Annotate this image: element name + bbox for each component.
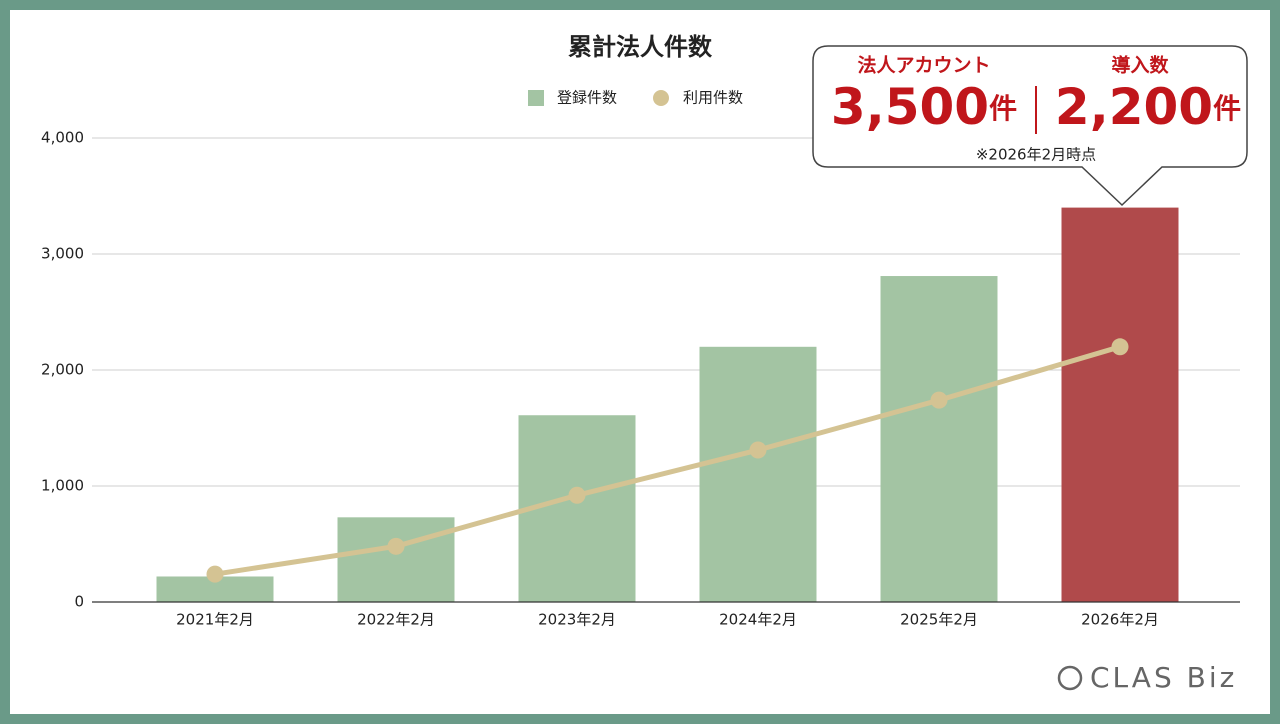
plot: 0 1,000 2,000 3,000 4,000 2021年2月 2022年2月 2023年… xyxy=(41,129,1240,629)
callout-value: 3,500件 xyxy=(831,78,1017,136)
bar xyxy=(699,346,817,602)
y-tick-label: 4,000 xyxy=(41,129,84,147)
bar xyxy=(1061,207,1179,602)
y-tick-label: 1,000 xyxy=(41,477,84,495)
legend-swatch xyxy=(528,90,544,106)
brand-icon xyxy=(1057,665,1083,691)
y-tick-label: 0 xyxy=(74,593,84,611)
x-tick-label: 2023年2月 xyxy=(538,611,616,629)
line-point xyxy=(206,565,224,583)
legend-swatch xyxy=(653,90,669,106)
callout-label: 法人アカウント xyxy=(857,54,990,77)
callout-number: 3,500 xyxy=(831,78,989,136)
legend-label: 利用件数 xyxy=(683,89,743,107)
x-tick-label: 2024年2月 xyxy=(719,611,797,629)
x-tick-label: 2026年2月 xyxy=(1081,611,1159,629)
line-point xyxy=(568,486,586,504)
line-point xyxy=(749,441,767,459)
line-point xyxy=(930,391,948,409)
y-tick-label: 3,000 xyxy=(41,245,84,263)
callout-unit: 件 xyxy=(989,92,1017,125)
brand: CLAS Biz xyxy=(1090,661,1237,694)
x-tick-label: 2025年2月 xyxy=(900,611,978,629)
callout-value: 2,200件 xyxy=(1055,78,1241,136)
callout xyxy=(812,45,1248,207)
callout-number: 2,200 xyxy=(1055,78,1213,136)
x-tick-label: 2022年2月 xyxy=(357,611,435,629)
legend-label: 登録件数 xyxy=(557,89,617,107)
line-point xyxy=(387,537,405,555)
bar xyxy=(337,517,455,602)
line-point xyxy=(1111,338,1129,356)
bar xyxy=(880,276,998,602)
chart-title: 累計法人件数 xyxy=(568,33,713,61)
callout-note: ※2026年2月時点 xyxy=(976,146,1096,164)
line xyxy=(214,344,1121,577)
x-tick-label: 2021年2月 xyxy=(176,611,254,629)
callout-unit: 件 xyxy=(1213,92,1241,125)
callout-label: 導入数 xyxy=(1111,54,1169,77)
y-tick-label: 2,000 xyxy=(41,361,84,379)
